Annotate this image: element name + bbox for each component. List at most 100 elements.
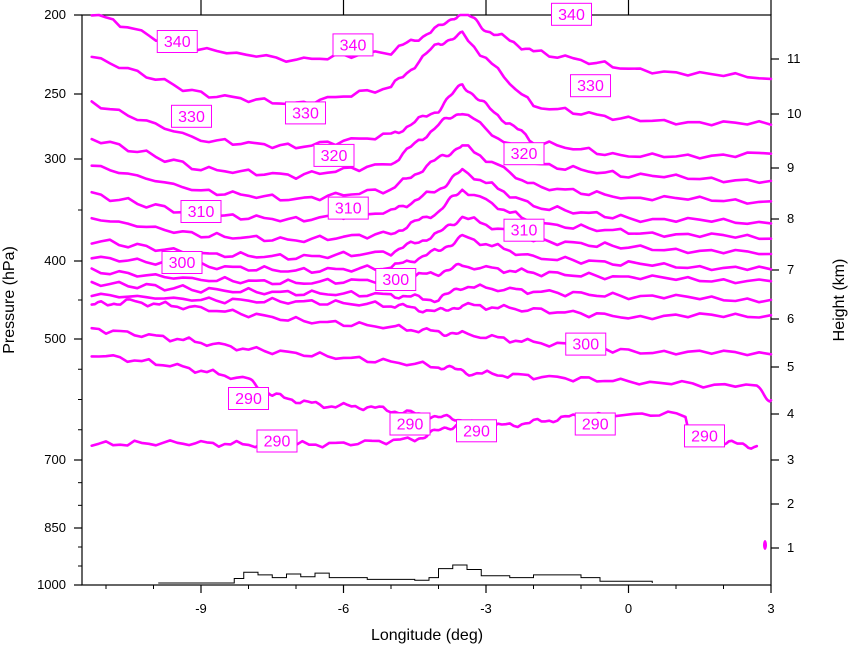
- y2-tick-label: 2: [787, 496, 794, 511]
- contour-label-text: 320: [321, 148, 348, 165]
- contour-line-340: [90, 83, 773, 160]
- contour-label-box: [171, 104, 212, 128]
- contour-label-text: 290: [264, 434, 291, 451]
- contour-label: 340: [156, 30, 198, 53]
- contour-line-290: [90, 326, 773, 403]
- contour-label-text: 330: [292, 105, 319, 122]
- contour-label-box: [313, 143, 355, 167]
- y2-tick-label: 10: [787, 106, 801, 121]
- contour-label-text: 310: [188, 204, 215, 221]
- contour-line-290: [90, 354, 474, 424]
- contour-label-box: [228, 387, 269, 410]
- y-axis-title: Pressure (hPa): [1, 246, 18, 354]
- y-tick-label: 1000: [37, 577, 66, 592]
- contour-label: 340: [332, 33, 374, 57]
- contour-label: 340: [551, 2, 592, 26]
- contour-label: 290: [228, 387, 269, 410]
- contour-labels: 340 340 340 330 330 330 320 320 310 310 310 300 300 3…: [156, 2, 725, 453]
- y-tick-label: 400: [44, 253, 66, 268]
- contour-label-text: 290: [691, 428, 718, 445]
- y2-tick-label: 8: [787, 211, 794, 226]
- y2-tick-label: 3: [787, 452, 794, 467]
- y2-tick-label: 4: [787, 406, 794, 421]
- contour-label-text: 290: [235, 391, 262, 408]
- isentrope-contours: [90, 13, 773, 550]
- contour-label-box: [389, 412, 431, 436]
- contour-label-box: [551, 2, 592, 26]
- contour-label-box: [375, 268, 417, 291]
- contour-line-340: [90, 13, 773, 81]
- x-tick-label: -3: [480, 601, 492, 616]
- contour-label-box: [574, 412, 616, 436]
- y2-tick-label: 6: [787, 311, 794, 326]
- contour-label-text: 310: [511, 223, 538, 240]
- x-axis: -9 -6 -3 0 3: [105, 0, 775, 616]
- contour-label: 290: [684, 424, 725, 448]
- y2-tick-label: 7: [787, 262, 794, 277]
- contour-line-310: [90, 262, 773, 286]
- contour-label: 330: [171, 104, 212, 128]
- contour-label: 330: [285, 101, 326, 125]
- contour-line-300: [90, 280, 773, 304]
- x-tick-label: -6: [338, 601, 350, 616]
- contour-label-text: 340: [340, 37, 367, 54]
- contour-label: 320: [503, 142, 545, 166]
- contour-label: 320: [313, 143, 355, 167]
- contour-label-text: 300: [169, 255, 196, 272]
- y-tick-label: 700: [44, 452, 66, 467]
- contour-line-340: [90, 30, 773, 127]
- contour-line-320: [90, 167, 773, 226]
- contour-label-text: 290: [582, 417, 609, 434]
- contour-label: 290: [456, 419, 497, 443]
- contour-label-box: [285, 101, 326, 125]
- contour-label-text: 300: [572, 337, 599, 354]
- contour-label-box: [256, 429, 298, 453]
- contour-small-closed: [763, 540, 767, 550]
- contour-label-box: [180, 200, 222, 223]
- contour-label-text: 290: [463, 423, 490, 440]
- y2-tick-label: 11: [787, 51, 801, 66]
- contour-label-text: 300: [382, 272, 409, 289]
- x-tick-label: -9: [195, 601, 207, 616]
- y2-tick-label: 9: [787, 160, 794, 175]
- contour-label-box: [503, 142, 545, 166]
- contour-label-text: 340: [164, 34, 191, 51]
- contour-line-320: [90, 188, 773, 244]
- contour-label-box: [156, 30, 198, 53]
- y2-tick-label: 5: [787, 359, 794, 374]
- x-tick-label: 3: [767, 601, 774, 616]
- contour-label-text: 340: [558, 7, 585, 24]
- contour-label: 300: [565, 332, 607, 356]
- terrain-outline: [158, 564, 653, 584]
- contour-label-text: 330: [577, 78, 604, 95]
- y-tick-label: 250: [44, 86, 66, 101]
- y-axis-pressure: 1000 850 700 500 400 300 250 200: [37, 7, 82, 592]
- contour-label-text: 290: [397, 417, 424, 434]
- contour-label: 330: [570, 74, 611, 98]
- y-tick-label: 300: [44, 151, 66, 166]
- x-tick-label: 0: [625, 601, 632, 616]
- contour-label: 290: [574, 412, 616, 436]
- contour-line-300: [90, 292, 773, 321]
- contour-label-box: [332, 33, 374, 57]
- contour-label-text: 330: [178, 109, 205, 126]
- y2-axis-title: Height (km): [831, 259, 848, 342]
- contour-label-box: [684, 424, 725, 448]
- contour-line-300: [90, 298, 773, 357]
- contour-label: 300: [375, 268, 417, 291]
- contour-label: 310: [180, 200, 222, 223]
- contour-label-box: [456, 419, 497, 443]
- y-tick-label: 200: [44, 7, 66, 22]
- y-axis-height: 1 2 3 4 5 6 7 8 9 10 11: [771, 51, 801, 555]
- contour-label: 290: [389, 412, 431, 436]
- contour-label-box: [570, 74, 611, 98]
- contour-label: 310: [503, 218, 545, 242]
- contour-label-box: [565, 332, 607, 356]
- contour-label-text: 310: [335, 201, 362, 218]
- contour-label-text: 320: [511, 146, 538, 163]
- contour-line-330: [90, 144, 773, 205]
- contour-line-310: [90, 215, 773, 261]
- contour-label: 300: [161, 251, 203, 274]
- contour-line-310: [90, 233, 773, 274]
